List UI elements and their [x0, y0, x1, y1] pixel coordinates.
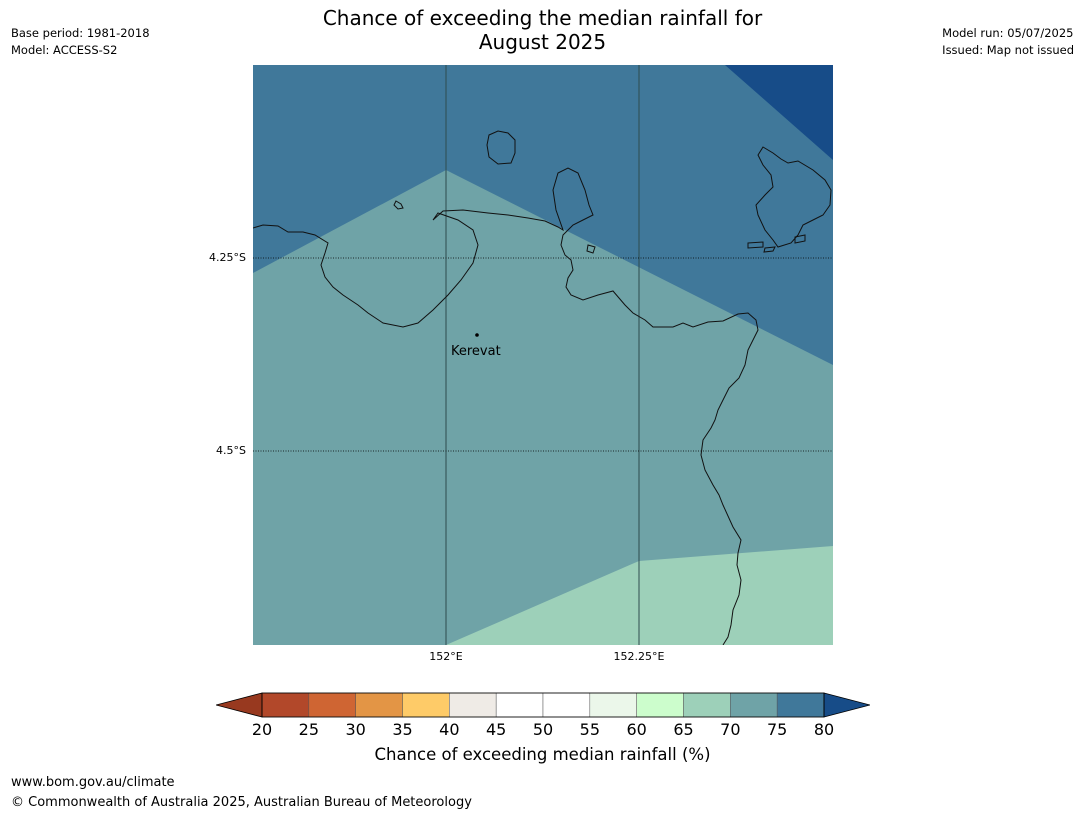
model-text: Model: ACCESS-S2: [11, 43, 118, 57]
issued-text: Issued: Map not issued: [942, 43, 1074, 57]
island-7: [586, 244, 596, 254]
footer-copyright: © Commonwealth of Australia 2025, Austra…: [11, 795, 472, 810]
base-period-text: Base period: 1981-2018: [11, 26, 150, 40]
coastline: [253, 130, 832, 645]
colorbar-cell: [308, 692, 356, 718]
colorbar-cell: [261, 692, 310, 718]
colorbar-cell: [683, 692, 731, 718]
colorbar-cells: [261, 692, 825, 718]
colorbar-cell: [542, 692, 591, 718]
footer-url[interactable]: www.bom.gov.au/climate: [11, 775, 175, 790]
colorbar-tick-label: 55: [579, 720, 600, 739]
colorbar-cell: [776, 692, 825, 718]
colorbar-label: Chance of exceeding median rainfall (%): [374, 745, 711, 764]
colorbar: [216, 692, 870, 718]
colorbar-tick-label: 65: [673, 720, 694, 739]
colorbar-cell: [589, 692, 637, 718]
region-band-70-75: [253, 170, 833, 645]
map-title: Chance of exceeding the median rainfall …: [0, 6, 1085, 54]
colorbar-tick-label: 40: [439, 720, 460, 739]
colorbar-tick-label: 75: [766, 720, 788, 739]
forecast-map: Kerevat: [253, 65, 833, 645]
island-6: [794, 234, 806, 244]
island-4: [747, 241, 764, 249]
colorbar-tick-label: 45: [485, 720, 507, 739]
colorbar-ticks: 20 25 30 35 40 45 50 55 60 65 70 75 80: [0, 720, 1085, 740]
lon-label-152: 152°E: [429, 650, 463, 663]
town-marker-kerevat: [475, 333, 479, 337]
island-1: [486, 130, 516, 165]
island-3: [755, 146, 832, 248]
colorbar-cell: [449, 692, 497, 718]
island-2: [393, 200, 404, 210]
colorbar-tick-label: 35: [392, 720, 413, 739]
colorbar-cell: [636, 692, 684, 718]
lat-label-4-25: 4.25°S: [209, 251, 246, 264]
colorbar-tick-label: 30: [345, 720, 366, 739]
model-run-text: Model run: 05/07/2025: [942, 26, 1074, 40]
colorbar-cell: [402, 692, 450, 718]
region-band-above-80: [725, 65, 833, 160]
lat-label-4-5: 4.5°S: [216, 444, 246, 457]
meta-left: Base period: 1981-2018 Model: ACCESS-S2: [11, 25, 150, 59]
colorbar-outline: [261, 692, 825, 718]
town-label-kerevat: Kerevat: [451, 344, 501, 359]
colorbar-cell: [495, 692, 544, 718]
colorbar-low-extend: [216, 692, 263, 718]
title-line-1: Chance of exceeding the median rainfall …: [322, 6, 763, 30]
colorbar-cell: [730, 692, 778, 718]
title-line-2: August 2025: [478, 30, 607, 54]
colorbar-high-extend: [823, 692, 870, 718]
colorbar-tick-label: 80: [813, 720, 835, 739]
colorbar-tick-label: 70: [720, 720, 741, 739]
colorbar-cell: [355, 692, 403, 718]
lon-label-152-25: 152.25°E: [613, 650, 665, 663]
map-canvas: Kerevat: [253, 65, 833, 645]
colorbar-tick-label: 25: [298, 720, 319, 739]
coastline-main: [253, 167, 759, 645]
colorbar-tick-label: 50: [532, 720, 554, 739]
meta-right: Model run: 05/07/2025 Issued: Map not is…: [942, 25, 1074, 59]
colorbar-tick-label: 20: [251, 720, 273, 739]
colorbar-tick-label: 60: [626, 720, 647, 739]
island-5: [763, 246, 776, 253]
